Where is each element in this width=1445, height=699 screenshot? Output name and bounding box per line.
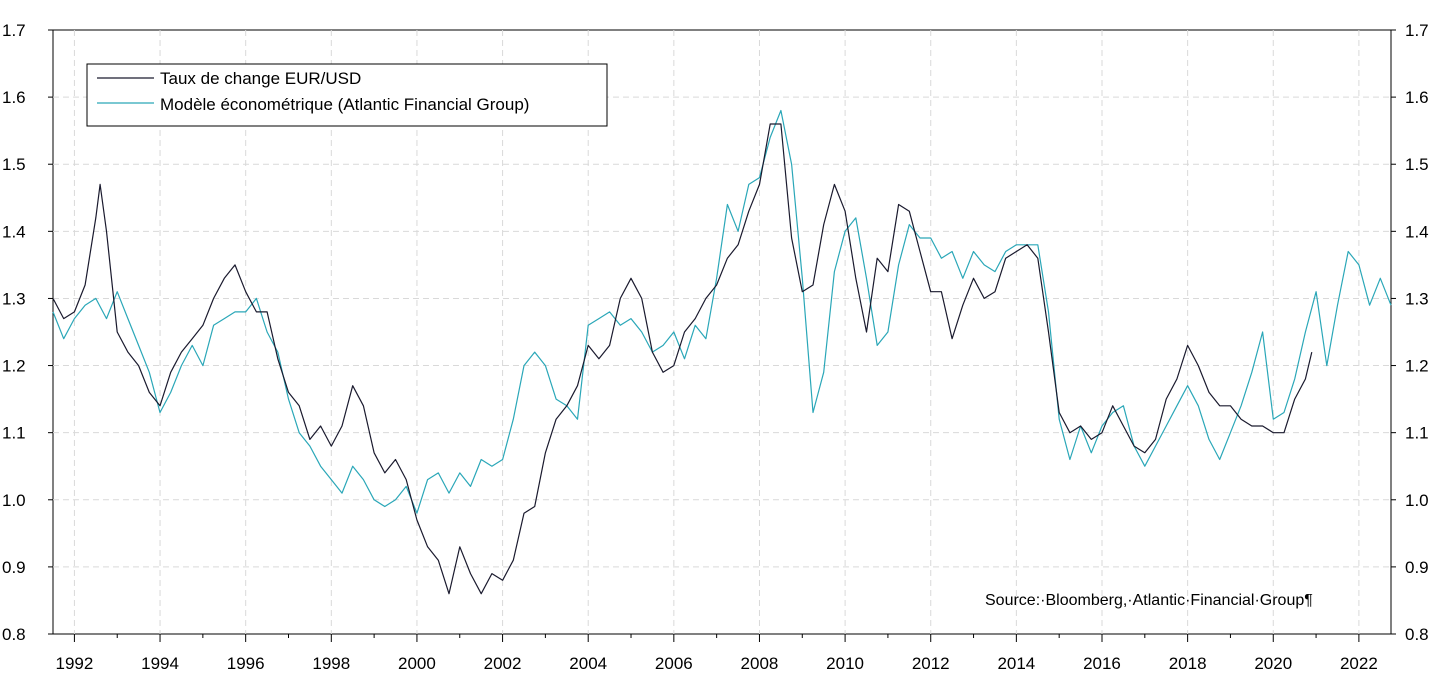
x-axis: 1992 1994 1996 1998 2000 2002 2004 2006 2008 2010… (55, 634, 1378, 673)
y-tick-label-left: 1.6 (2, 88, 26, 107)
y-tick-label-left: 1.4 (2, 222, 26, 241)
y-tick-label-left: 0.9 (2, 558, 26, 577)
y-tick-label-left: 1.1 (2, 424, 26, 443)
y-tick-label-right: 1.1 (1405, 424, 1429, 443)
x-tick-label: 2020 (1254, 654, 1292, 673)
y-tick-label-right: 1.2 (1405, 357, 1429, 376)
legend-box (86, 63, 608, 127)
y-tick-label-right: 1.7 (1405, 21, 1429, 40)
x-tick-label: 2022 (1340, 654, 1378, 673)
y-tick-label-left: 1.7 (2, 21, 26, 40)
x-tick-label: 2006 (655, 654, 693, 673)
y-tick-label-left: 1.0 (2, 491, 26, 510)
x-tick-label: 1998 (312, 654, 350, 673)
y-tick-label-right: 1.0 (1405, 491, 1429, 510)
x-tick-label: 2008 (741, 654, 779, 673)
y-tick-label-left: 1.2 (2, 357, 26, 376)
y-tick-label-right: 1.4 (1405, 222, 1429, 241)
legend: Taux de change EUR/USD Modèle économétri… (86, 63, 608, 127)
y-tick-label-left: 0.8 (2, 625, 26, 644)
x-tick-label: 1992 (55, 654, 93, 673)
x-tick-label: 2010 (826, 654, 864, 673)
x-tick-label: 2016 (1083, 654, 1121, 673)
gridlines (53, 30, 1391, 634)
y-tick-label-right: 0.8 (1405, 625, 1429, 644)
x-tick-label: 2002 (484, 654, 522, 673)
x-tick-label: 2014 (997, 654, 1035, 673)
y-tick-label-left: 1.5 (2, 155, 26, 174)
x-tick-label: 2012 (912, 654, 950, 673)
x-tick-label: 2004 (569, 654, 607, 673)
legend-label-series-1: Taux de change EUR/USD (160, 69, 361, 88)
y-axis-left: 0.8 0.9 1.0 1.1 1.2 1.3 1.4 1.5 1.6 1.7 (2, 21, 53, 644)
series-lines (52, 109, 1392, 595)
x-tick-label: 2000 (398, 654, 436, 673)
x-tick-label: 1996 (227, 654, 265, 673)
y-tick-label-right: 1.5 (1405, 155, 1429, 174)
y-tick-label-right: 1.3 (1405, 289, 1429, 308)
source-note: Source:·Bloomberg,·Atlantic·Financial·Gr… (985, 592, 1313, 609)
y-tick-label-right: 0.9 (1405, 558, 1429, 577)
x-tick-label: 2018 (1169, 654, 1207, 673)
series-line-taux-de-change (52, 123, 1313, 595)
y-tick-label-left: 1.3 (2, 289, 26, 308)
x-tick-label: 1994 (141, 654, 179, 673)
y-axis-right: 0.8 0.9 1.0 1.1 1.2 1.3 1.4 1.5 1.6 1.7 (1391, 21, 1429, 644)
plot-area (52, 29, 1392, 635)
legend-label-series-2: Modèle économétrique (Atlantic Financial… (160, 95, 529, 114)
y-tick-label-right: 1.6 (1405, 88, 1429, 107)
